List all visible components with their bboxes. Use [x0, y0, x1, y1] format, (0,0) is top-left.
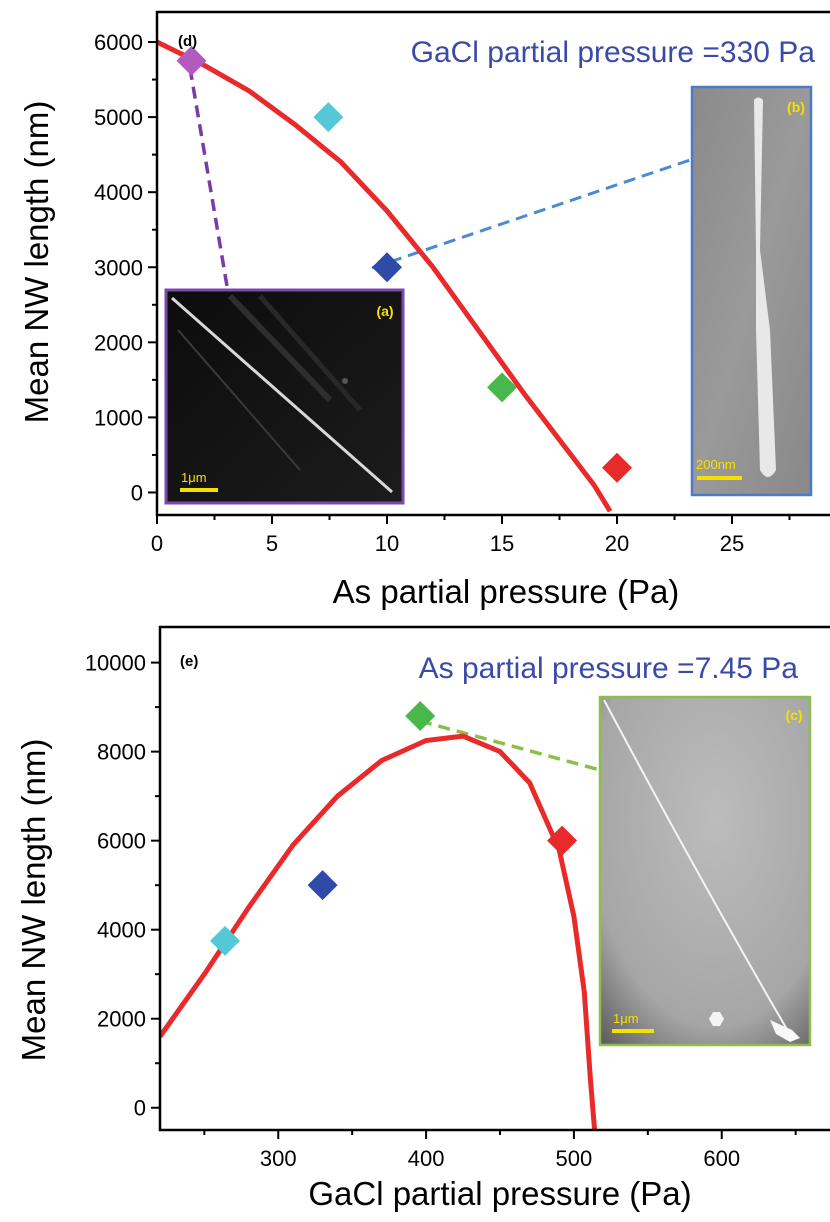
chart-title: As partial pressure =7.45 Pa: [419, 652, 799, 685]
y-tick-label: 6000: [97, 829, 146, 854]
inset-a-label: (a): [376, 303, 393, 319]
data-point: [487, 372, 517, 403]
inset-a-shadow: [258, 294, 362, 412]
y-axis-title: Mean NW length (nm): [18, 101, 55, 424]
data-point: [372, 252, 402, 283]
y-tick-label: 0: [131, 480, 143, 505]
inset-a-micrograph: (a) 1μm: [164, 288, 405, 505]
fit-curve: [157, 39, 613, 513]
x-tick-label: 0: [151, 531, 163, 556]
y-tick-label: 4000: [94, 180, 143, 205]
chart-title: GaCl partial pressure =330 Pa: [411, 36, 816, 69]
inset-c-connector: [419, 719, 601, 772]
y-axis-ticks: 0 2000 4000 6000 8000 10000: [85, 651, 160, 1121]
inset-a-particle: [342, 378, 348, 384]
inset-c-label: (c): [785, 707, 802, 723]
inset-a-scale-label: 1μm: [181, 470, 207, 485]
x-tick-label: 5: [266, 531, 278, 556]
y-tick-label: 6000: [94, 30, 143, 55]
inset-b-micrograph: (b) 200nm: [690, 85, 813, 497]
data-point: [313, 102, 344, 133]
data-points: [176, 45, 632, 483]
inset-a-border: [164, 288, 405, 505]
x-tick-label: 400: [408, 1146, 445, 1171]
x-axis-ticks: 051015202530: [151, 515, 791, 556]
y-tick-label: 4000: [97, 918, 146, 943]
y-axis-ticks: 0 1000 2000 3000 4000 5000 6000: [94, 30, 157, 505]
x-tick-label: 300: [260, 1146, 297, 1171]
inset-c-image: [600, 697, 810, 1045]
panel-label: (e): [180, 653, 198, 670]
y-tick-label: 2000: [94, 330, 143, 355]
inset-c-nanowire-base: [770, 1020, 800, 1042]
y-axis-title: Mean NW length (nm): [15, 739, 52, 1062]
y-tick-label: 0: [134, 1096, 146, 1121]
x-tick-label: 25: [720, 531, 744, 556]
fit-curve: [160, 733, 598, 1130]
data-point: [602, 452, 632, 483]
x-axis-title: As partial pressure (Pa): [333, 573, 680, 610]
inset-a-nanowire: [171, 296, 393, 494]
y-tick-label: 10000: [85, 651, 146, 676]
data-point: [210, 925, 241, 956]
inset-b-scale-label: 200nm: [696, 457, 736, 472]
data-point: [547, 825, 578, 856]
panel-label: (d): [178, 33, 197, 50]
inset-a-shadow: [177, 329, 301, 471]
y-tick-label: 1000: [94, 405, 143, 430]
inset-a-connector: [188, 67, 230, 293]
x-tick-label: 10: [375, 531, 399, 556]
chart-panel-e: (c) 1μm 300 400 500 600 0 2000 4000 6000 8000 10…: [15, 625, 830, 1212]
x-axis-title: GaCl partial pressure (Pa): [308, 1175, 691, 1212]
x-tick-label: 20: [605, 531, 629, 556]
y-tick-label: 8000: [97, 740, 146, 765]
inset-c-nanowire: [603, 699, 793, 1039]
chart-panel-d: (a) 1μm (b) 200nm 051015202530 010002000…: [18, 10, 830, 610]
inset-b-border: [690, 85, 813, 497]
x-tick-label: 600: [703, 1146, 740, 1171]
inset-c-border: [598, 695, 812, 1047]
x-tick-label: 500: [556, 1146, 593, 1171]
inset-c-scale-label: 1μm: [613, 1011, 639, 1026]
x-tick-label: 15: [490, 531, 514, 556]
data-point: [176, 45, 207, 76]
inset-a-shadow: [227, 293, 333, 403]
inset-c-particle: [709, 1012, 724, 1026]
y-tick-label: 5000: [94, 105, 143, 130]
y-tick-label: 3000: [94, 255, 143, 280]
inset-c-micrograph: (c) 1μm: [598, 695, 812, 1047]
data-points: [210, 701, 578, 956]
y-tick-label: 2000: [97, 1007, 146, 1032]
x-axis-ticks: 300 400 500 600: [203, 1130, 797, 1171]
data-point: [307, 870, 338, 901]
data-point: [405, 701, 436, 732]
inset-b-image: [692, 87, 811, 495]
inset-b-nanowire: [754, 97, 776, 477]
inset-b-label: (b): [787, 99, 805, 115]
